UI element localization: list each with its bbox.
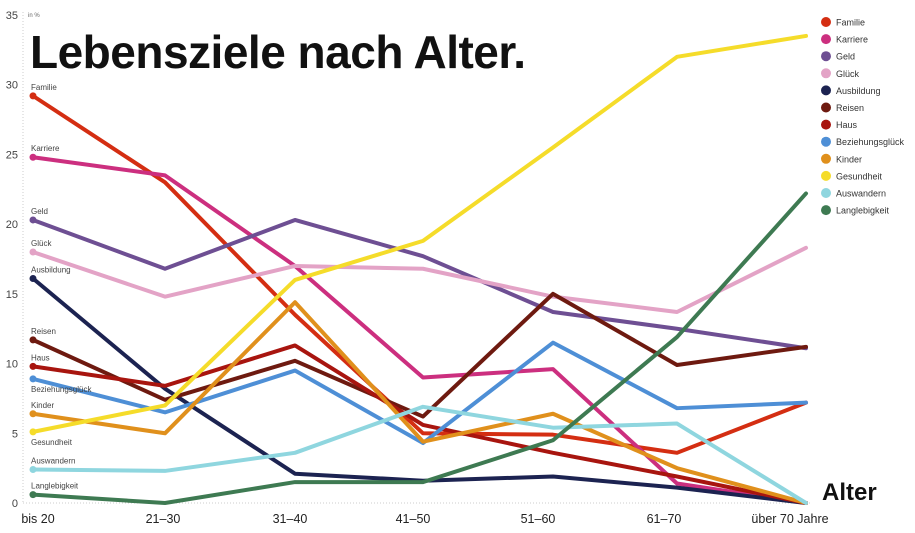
legend-item: Haus [821, 119, 858, 130]
legend-swatch [821, 153, 831, 164]
series-label: Ausbildung [31, 266, 71, 275]
y-tick-label: 0 [12, 498, 18, 510]
legend-item: Karriere [821, 34, 868, 45]
legend-item: Auswandern [821, 188, 886, 199]
legend-item: Langlebigkeit [821, 205, 890, 216]
x-tick-label: 41–50 [396, 512, 431, 526]
data-point [29, 336, 37, 344]
series-label: Haus [31, 353, 50, 362]
data-point [29, 362, 37, 370]
legend-item: Reisen [821, 102, 864, 113]
data-point [29, 410, 37, 418]
series-line-kinder [31, 300, 808, 505]
series-line-langlebigkeit [31, 191, 808, 505]
legend-label: Beziehungsglück [836, 137, 905, 147]
series-line-geld [31, 217, 808, 351]
data-point [29, 466, 37, 474]
y-tick-label: 35 [6, 10, 18, 22]
legend-swatch [821, 170, 831, 181]
series-label: Karriere [31, 144, 60, 153]
series-label: Glück [31, 239, 52, 248]
data-point [29, 428, 37, 436]
legend-label: Kinder [836, 154, 862, 164]
y-axis-unit: in % [28, 13, 40, 19]
legend-label: Familie [836, 18, 865, 28]
series-label: Langlebigkeit [31, 482, 79, 491]
legend-swatch [821, 34, 831, 45]
x-tick-label: 61–70 [647, 512, 682, 526]
legend-item: Beziehungsglück [821, 136, 905, 147]
series-line-gesundheit [31, 33, 808, 434]
series-line-familie [31, 93, 808, 455]
legend-label: Gesundheit [836, 171, 883, 181]
series-line-reisen [31, 291, 808, 419]
x-axis-title: Alter [822, 479, 877, 506]
legend-item: Kinder [821, 153, 862, 164]
legend-item: Geld [821, 51, 855, 62]
legend-swatch [821, 205, 831, 216]
series-label: Beziehungsglück [31, 385, 92, 394]
data-point [29, 275, 37, 283]
legend-swatch [821, 68, 831, 79]
legend-item: Ausbildung [821, 85, 881, 96]
data-point [29, 153, 37, 161]
x-tick-label: über 70 Jahre [751, 512, 828, 526]
legend-item: Glück [821, 68, 860, 79]
data-point [29, 248, 37, 256]
x-tick-label: 31–40 [273, 512, 308, 526]
series-label: Geld [31, 207, 48, 216]
legend-label: Geld [836, 52, 855, 62]
legend-swatch [821, 136, 831, 147]
series-label: Auswandern [31, 457, 75, 466]
legend-label: Ausbildung [836, 86, 881, 96]
legend-label: Karriere [836, 35, 868, 45]
series-label: Gesundheit [31, 438, 73, 447]
legend-swatch [821, 188, 831, 198]
series-label: Reisen [31, 327, 56, 336]
y-tick-label: 25 [6, 149, 18, 161]
series-line-glück [31, 245, 808, 314]
legend-swatch [821, 102, 831, 113]
data-point [29, 216, 37, 224]
legend-swatch [821, 85, 831, 96]
series-line-haus [31, 343, 808, 505]
y-tick-label: 30 [6, 80, 18, 92]
y-tick-label: 5 [12, 428, 18, 440]
data-point [29, 375, 37, 383]
y-tick-label: 20 [6, 219, 18, 231]
chart-title: Lebensziele nach Alter. [30, 26, 526, 78]
y-tick-label: 10 [6, 359, 18, 371]
legend-item: Familie [821, 17, 865, 28]
y-tick-label: 15 [6, 289, 18, 301]
series-label: Familie [31, 83, 57, 92]
legend-swatch [821, 17, 831, 27]
legend-label: Haus [836, 120, 858, 130]
series-line-karriere [31, 155, 808, 505]
legend-swatch [821, 119, 831, 130]
legend-label: Reisen [836, 103, 864, 113]
x-tick-label: 21–30 [146, 512, 181, 526]
series-label: Kinder [31, 401, 54, 410]
x-tick-label: bis 20 [21, 512, 54, 526]
data-point [29, 92, 37, 100]
legend-label: Glück [836, 69, 860, 79]
legend-swatch [821, 51, 831, 62]
legend-item: Gesundheit [821, 170, 883, 181]
series-line-auswandern [31, 404, 808, 505]
legend-label: Auswandern [836, 189, 886, 199]
x-tick-label: 51–60 [521, 512, 556, 526]
legend-label: Langlebigkeit [836, 206, 890, 216]
data-point [29, 491, 37, 499]
